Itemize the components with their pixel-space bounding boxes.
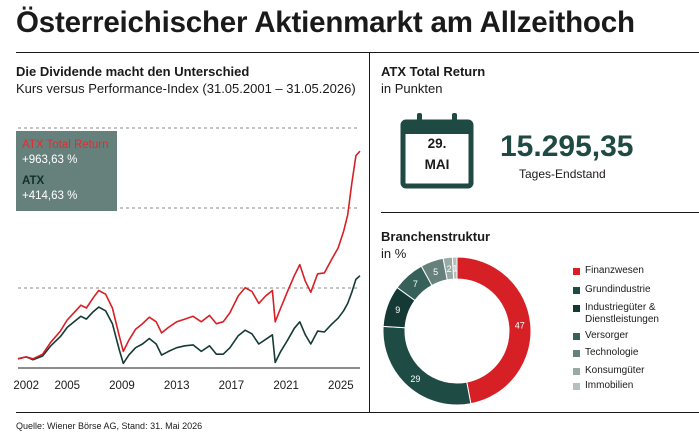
legend-swatch bbox=[573, 333, 580, 340]
calendar-date: 29. MAI bbox=[416, 133, 458, 175]
footer-divider bbox=[16, 412, 699, 413]
donut-slice-2 bbox=[382, 325, 472, 406]
legend-label-total-return: ATX Total Return bbox=[22, 139, 109, 151]
sector-subheading: in % bbox=[381, 246, 407, 261]
sector-donut-chart: 47 29 9 7 5 2 1 bbox=[382, 256, 532, 406]
total-return-caption: Tages-Endstand bbox=[519, 167, 606, 181]
calendar-icon bbox=[400, 113, 474, 189]
line-chart-heading: Die Dividende macht den Unterschied bbox=[16, 64, 250, 79]
page-title: Österreichischer Aktienmarkt am Allzeith… bbox=[16, 6, 635, 39]
total-return-subheading: in Punkten bbox=[381, 81, 443, 96]
x-tick-label: 2017 bbox=[218, 380, 245, 392]
right-panel-divider bbox=[381, 212, 699, 213]
legend-swatch bbox=[573, 268, 580, 275]
x-tick-label: 2009 bbox=[109, 380, 135, 392]
donut-slice-1 bbox=[456, 256, 532, 405]
donut-slice-label: 7 bbox=[413, 279, 418, 289]
legend-label: Technologie bbox=[585, 347, 639, 358]
donut-slice-label: 1 bbox=[453, 264, 458, 274]
legend-label: Grundindustrie bbox=[585, 284, 651, 295]
donut-slice-label: 2 bbox=[447, 264, 452, 274]
total-return-heading: ATX Total Return bbox=[381, 64, 486, 79]
x-tick-label: 2013 bbox=[163, 380, 190, 392]
donut-slice-label: 47 bbox=[515, 321, 525, 331]
panel-divider bbox=[369, 52, 370, 412]
legend-swatch bbox=[573, 305, 580, 312]
legend-label: Finanzwesen bbox=[585, 265, 644, 276]
donut-slice-label: 5 bbox=[433, 267, 438, 277]
legend-label: Immobilien bbox=[585, 380, 634, 391]
line-chart bbox=[17, 127, 361, 369]
legend-value-total-return: +963,63 % bbox=[22, 154, 78, 166]
legend-swatch bbox=[573, 287, 580, 294]
title-divider bbox=[16, 52, 699, 53]
total-return-value: 15.295,35 bbox=[500, 130, 634, 163]
x-tick-label: 2002 bbox=[13, 380, 39, 392]
legend-label: Konsumgüter bbox=[585, 365, 645, 376]
line-chart-subheading: Kurs versus Performance-Index (31.05.200… bbox=[16, 81, 356, 96]
legend-swatch bbox=[573, 350, 580, 357]
legend-label-atx: ATX bbox=[22, 175, 45, 187]
donut-slice-label: 9 bbox=[395, 305, 400, 315]
legend-swatch bbox=[573, 383, 580, 390]
x-tick-label: 2021 bbox=[273, 380, 299, 392]
legend-value-atx: +414,63 % bbox=[22, 190, 78, 202]
calendar-month: MAI bbox=[424, 157, 450, 172]
donut-slice-7 bbox=[451, 256, 458, 280]
calendar-day: 29. bbox=[427, 136, 447, 151]
legend-label: Industriegüter & Dienstleistungen bbox=[585, 302, 659, 325]
series-line-atx-total-return bbox=[17, 150, 361, 360]
donut-slice-label: 29 bbox=[410, 374, 420, 384]
x-tick-label: 2005 bbox=[54, 380, 81, 392]
line-chart-legend: ATX Total Return +963,63 % ATX +414,63 % bbox=[16, 131, 117, 211]
series-line-atx bbox=[17, 275, 361, 365]
sector-heading: Branchenstruktur bbox=[381, 229, 491, 244]
legend-swatch bbox=[573, 368, 580, 375]
x-tick-label: 2025 bbox=[328, 380, 354, 392]
source-note: Quelle: Wiener Börse AG, Stand: 31. Mai … bbox=[16, 421, 203, 431]
legend-label: Versorger bbox=[585, 330, 629, 341]
